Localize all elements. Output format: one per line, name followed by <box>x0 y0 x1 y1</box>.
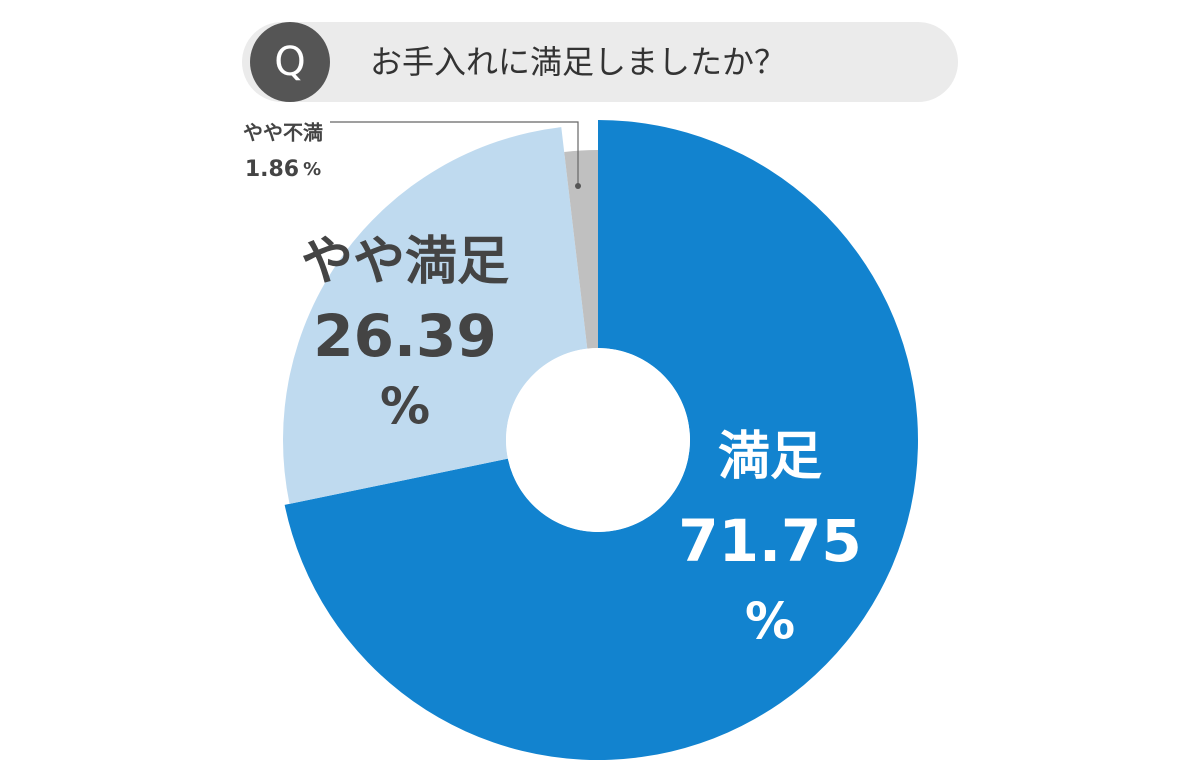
donut-hole <box>506 348 690 532</box>
title-pill <box>242 22 958 102</box>
unit-label: % <box>303 159 321 180</box>
question-badge <box>250 22 330 102</box>
value-label: 1.86% <box>245 157 321 182</box>
unit-label: % <box>745 593 795 651</box>
category-label: やや不満 <box>243 121 323 145</box>
value-label: 71.75 <box>678 507 861 575</box>
chart-title: お手入れに満足しましたか？ <box>370 43 786 81</box>
value-number: 1.86 <box>245 157 299 182</box>
category-label: 満足 <box>718 427 822 487</box>
slice <box>282 127 588 504</box>
slice <box>284 120 919 761</box>
slice <box>564 150 598 349</box>
category-label: やや満足 <box>301 232 509 292</box>
value-label: 26.39 <box>313 302 496 370</box>
question-marker: Q <box>274 39 305 85</box>
unit-label: % <box>380 378 430 436</box>
leader-line <box>330 121 579 186</box>
leader-dot <box>575 183 581 189</box>
